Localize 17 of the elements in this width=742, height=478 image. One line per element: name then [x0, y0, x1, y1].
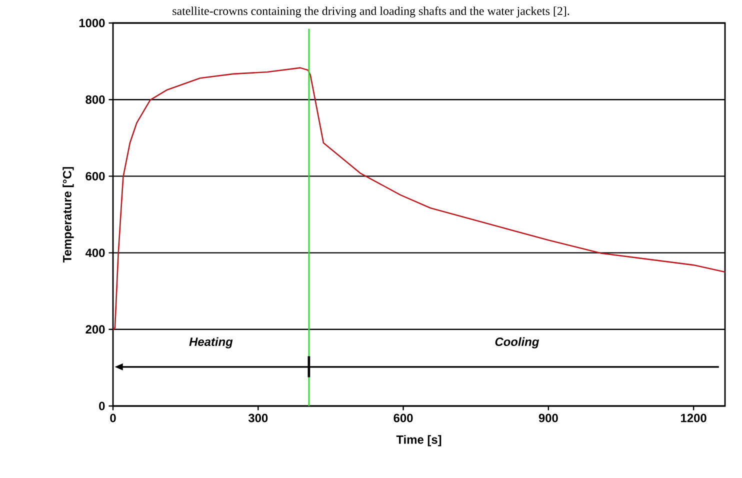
x-tick-label: 0: [110, 414, 116, 422]
y-tick-label: 200: [86, 325, 105, 334]
y-tick-label: 1000: [79, 18, 105, 28]
text: satellite-crowns containing the driving and loading shafts and the water jackets [2].: [172, 6, 570, 18]
annotation: Cooling: [495, 337, 540, 348]
line-series: [112, 67, 726, 330]
annotation: Heating: [189, 337, 233, 348]
y-tick-label: 400: [85, 248, 105, 258]
x-tick-label: 300: [248, 414, 268, 422]
y-tick-label: 800: [86, 95, 105, 104]
x-axis-title: Time [s]: [396, 435, 442, 446]
y-axis-title: Temperature [°C]: [62, 167, 74, 262]
y-tick-label: 600: [86, 172, 105, 180]
x-tick-label: 1200: [681, 414, 706, 422]
y-tick-label: 0: [99, 402, 105, 410]
x-tick-label: 600: [394, 414, 413, 422]
x-tick-label: 900: [538, 414, 558, 422]
